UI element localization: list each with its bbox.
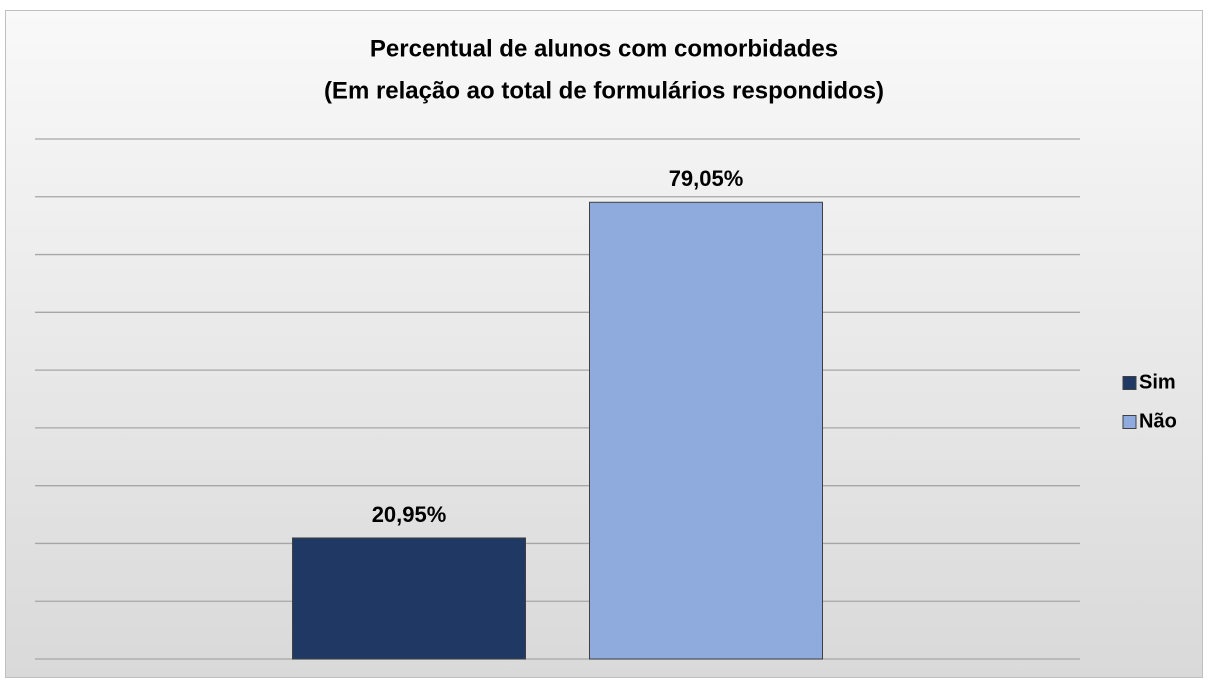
- chart-title: Percentual de alunos com comorbidades: [370, 35, 838, 62]
- legend-swatch: [1122, 376, 1137, 390]
- data-label: 20,95%: [372, 502, 447, 527]
- data-label: 79,05%: [669, 166, 744, 191]
- bar: [589, 201, 823, 660]
- bar: [292, 537, 526, 660]
- chart-subtitle: (Em relação ao total de formulários resp…: [324, 77, 884, 104]
- legend-label: Não: [1139, 410, 1177, 432]
- legend-label: Sim: [1139, 371, 1176, 393]
- legend-swatch: [1122, 415, 1137, 429]
